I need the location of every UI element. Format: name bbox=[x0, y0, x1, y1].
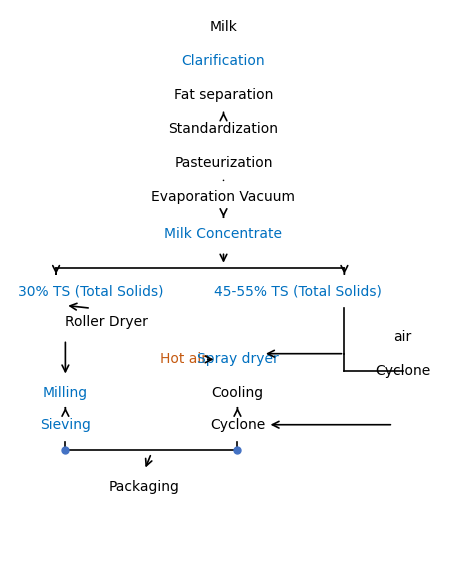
Text: Standardization: Standardization bbox=[169, 122, 278, 136]
Text: 45-55% TS (Total Solids): 45-55% TS (Total Solids) bbox=[214, 284, 382, 298]
Text: Pasteurization: Pasteurization bbox=[174, 156, 273, 170]
Text: Packaging: Packaging bbox=[109, 480, 180, 494]
Text: Roller Dryer: Roller Dryer bbox=[65, 315, 148, 329]
Text: Milling: Milling bbox=[43, 387, 88, 400]
Text: Milk: Milk bbox=[209, 20, 238, 34]
Text: Sieving: Sieving bbox=[40, 418, 91, 432]
Text: Cyclone: Cyclone bbox=[375, 364, 430, 378]
Text: Spray dryer: Spray dryer bbox=[197, 352, 278, 367]
Text: Cooling: Cooling bbox=[211, 387, 264, 400]
Text: Hot air: Hot air bbox=[160, 352, 208, 367]
Text: Evaporation Vacuum: Evaporation Vacuum bbox=[151, 190, 296, 204]
Text: Fat separation: Fat separation bbox=[174, 88, 273, 102]
Text: Clarification: Clarification bbox=[182, 54, 265, 68]
Text: Milk Concentrate: Milk Concentrate bbox=[165, 227, 282, 242]
Text: air: air bbox=[393, 329, 412, 344]
Text: Cyclone: Cyclone bbox=[210, 418, 265, 432]
Text: 30% TS (Total Solids): 30% TS (Total Solids) bbox=[18, 284, 164, 298]
